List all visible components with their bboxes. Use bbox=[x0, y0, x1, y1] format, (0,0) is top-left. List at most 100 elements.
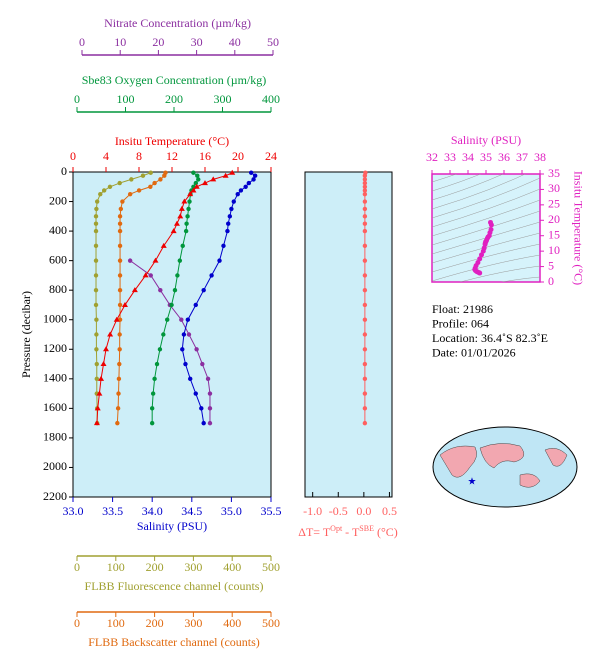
marker bbox=[252, 173, 258, 178]
x-tick-label: 36 bbox=[498, 150, 510, 164]
marker bbox=[121, 301, 128, 307]
marker bbox=[129, 177, 134, 182]
marker bbox=[162, 173, 167, 178]
marker bbox=[362, 332, 368, 337]
info-line: Float: 21986 bbox=[432, 302, 493, 316]
isopycnal bbox=[500, 276, 540, 282]
isopycnal bbox=[432, 210, 540, 246]
marker bbox=[225, 228, 230, 234]
marker bbox=[362, 391, 368, 396]
marker bbox=[362, 206, 368, 212]
plot-area bbox=[72, 171, 272, 498]
marker bbox=[94, 332, 99, 337]
y-tick-label: 5 bbox=[548, 258, 554, 272]
marker bbox=[251, 177, 256, 182]
marker bbox=[115, 406, 121, 411]
x-tick-label: 35.5 bbox=[261, 504, 282, 518]
x-tick-label: 34.0 bbox=[142, 504, 163, 518]
y-tick-label: 600 bbox=[49, 252, 67, 266]
marker bbox=[193, 183, 200, 189]
marker bbox=[152, 180, 157, 186]
marker bbox=[186, 206, 191, 212]
marker bbox=[181, 198, 188, 204]
x-axis-label: Salinity (PSU) bbox=[451, 133, 521, 147]
marker bbox=[113, 316, 120, 322]
x-tick-label: 50 bbox=[267, 35, 279, 49]
x-tick-label: 0.0 bbox=[356, 504, 371, 518]
y-tick-label: 1200 bbox=[43, 341, 67, 355]
x-tick-label: 100 bbox=[107, 560, 125, 574]
marker bbox=[222, 172, 229, 178]
isopycnal bbox=[459, 265, 540, 282]
world-map: ★ bbox=[432, 426, 578, 508]
marker bbox=[103, 346, 109, 352]
x-tick-label: 300 bbox=[184, 616, 202, 630]
marker bbox=[221, 243, 226, 249]
x-tick-label: 4 bbox=[103, 149, 109, 163]
marker bbox=[205, 376, 211, 382]
marker bbox=[117, 361, 122, 367]
marker bbox=[207, 420, 213, 426]
y-tick-label: 1600 bbox=[43, 400, 67, 414]
marker bbox=[209, 273, 214, 278]
marker bbox=[193, 180, 199, 186]
marker bbox=[94, 206, 99, 212]
marker bbox=[249, 170, 254, 175]
marker bbox=[227, 214, 233, 219]
x-tick-label: 20 bbox=[152, 35, 164, 49]
marker bbox=[231, 199, 236, 204]
marker bbox=[362, 184, 368, 189]
marker bbox=[362, 214, 368, 219]
y-tick-label: 400 bbox=[49, 223, 67, 237]
marker bbox=[217, 258, 222, 263]
x-tick-label: 300 bbox=[214, 92, 232, 106]
marker bbox=[115, 420, 120, 426]
marker bbox=[180, 243, 185, 249]
marker bbox=[94, 361, 99, 367]
y-tick-label: 1000 bbox=[43, 311, 67, 325]
x-tick-label: 38 bbox=[534, 150, 546, 164]
marker bbox=[117, 332, 122, 337]
ts-point bbox=[488, 222, 494, 228]
x-tick-label: 200 bbox=[146, 616, 164, 630]
marker bbox=[154, 361, 160, 367]
marker bbox=[117, 287, 123, 293]
marker bbox=[152, 257, 159, 263]
x-tick-label: 33.0 bbox=[63, 504, 84, 518]
x-tick-label: 100 bbox=[107, 616, 125, 630]
marker bbox=[93, 302, 99, 308]
x-tick-label: 34.5 bbox=[181, 504, 202, 518]
ts-point bbox=[479, 252, 484, 258]
y-tick-label: 15 bbox=[548, 227, 560, 241]
label-part: (°C) bbox=[374, 525, 398, 539]
marker bbox=[226, 221, 231, 226]
marker bbox=[161, 332, 166, 337]
y-tick-label: 2200 bbox=[43, 489, 67, 503]
marker bbox=[150, 391, 156, 396]
label-part: SBE bbox=[359, 524, 374, 533]
x-tick-label: 34 bbox=[462, 150, 474, 164]
isopycnal bbox=[432, 177, 540, 219]
y-tick-label: 1400 bbox=[43, 371, 67, 385]
marker bbox=[362, 191, 368, 197]
y-tick-label: 0 bbox=[61, 164, 67, 178]
x-tick-label: 0 bbox=[74, 616, 80, 630]
marker bbox=[142, 272, 149, 278]
marker bbox=[188, 376, 193, 382]
y-tick-label: 30 bbox=[548, 181, 560, 195]
x-tick-label: 8 bbox=[136, 149, 142, 163]
marker bbox=[140, 173, 146, 178]
isopycnal bbox=[432, 174, 482, 192]
isopycnal bbox=[432, 174, 527, 210]
marker bbox=[181, 332, 187, 337]
ts-point bbox=[477, 270, 483, 276]
marker bbox=[178, 205, 185, 211]
marker bbox=[190, 187, 197, 193]
marker bbox=[117, 302, 123, 308]
x-tick-label: 20 bbox=[232, 149, 244, 163]
marker bbox=[229, 206, 234, 212]
y-tick-label: 2000 bbox=[43, 459, 67, 473]
isopycnal bbox=[432, 174, 504, 201]
marker bbox=[169, 302, 174, 308]
marker bbox=[136, 188, 142, 193]
